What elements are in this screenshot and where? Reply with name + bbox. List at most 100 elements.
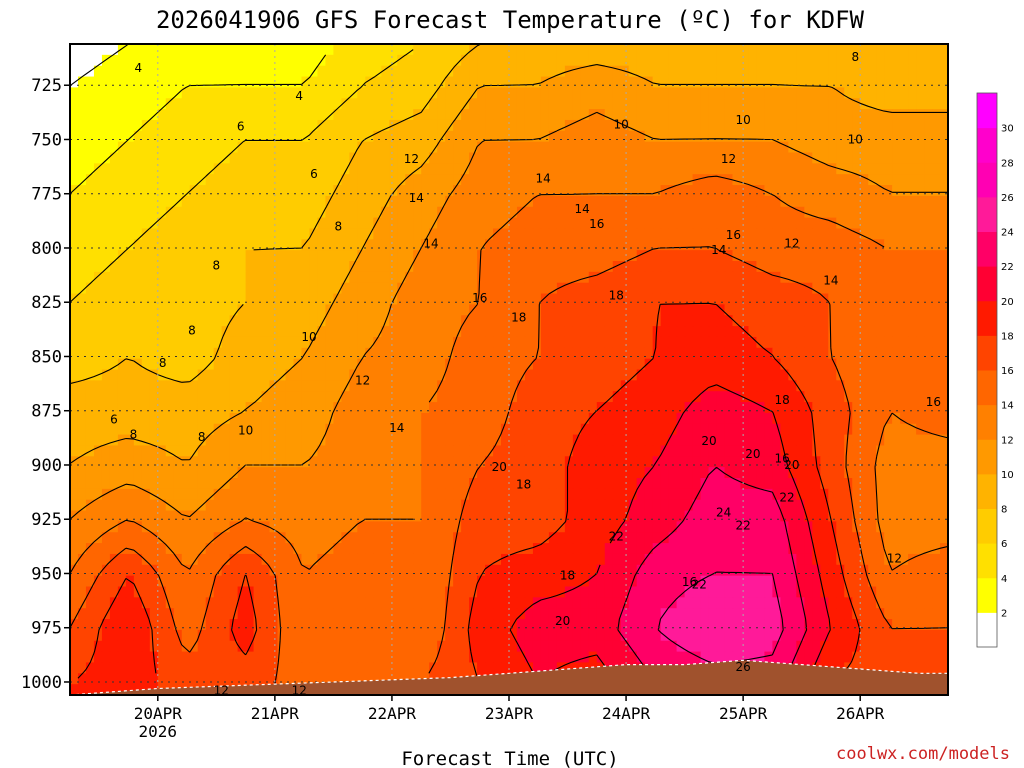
heatmap-cell [453,336,462,349]
heatmap-cell [341,119,350,132]
heatmap-cell [261,65,271,78]
heatmap-cell [876,195,885,208]
heatmap-cell [133,478,143,490]
heatmap-cell [285,358,295,371]
heatmap-cell [596,130,606,143]
heatmap-cell [317,109,327,121]
heatmap-cell [133,402,143,414]
heatmap-cell [940,467,948,479]
heatmap-cell [660,87,670,99]
heatmap-cell [852,499,861,512]
heatmap-cell [85,380,95,392]
heatmap-cell [516,380,526,392]
heatmap-cell [908,402,917,414]
heatmap-cell [70,402,79,414]
heatmap-cell [221,347,231,360]
heatmap-cell [668,402,678,414]
heatmap-cell [93,380,103,392]
heatmap-cell [668,412,678,425]
heatmap-cell [756,87,766,99]
heatmap-cell [429,76,438,88]
heatmap-cell [644,380,654,392]
heatmap-cell [117,347,127,360]
heatmap-cell [365,304,374,316]
heatmap-cell [341,261,350,273]
heatmap-cell [812,402,821,414]
heatmap-cell [493,44,502,56]
heatmap-cell [341,282,350,295]
heatmap-cell [596,195,606,208]
heatmap-cell [684,98,694,110]
heatmap-cell [269,98,279,110]
heatmap-cell [501,54,510,67]
heatmap-cell [580,358,590,371]
heatmap-cell [692,109,702,121]
heatmap-cell [836,76,845,88]
heatmap-cell [333,76,342,88]
heatmap-cell [117,467,127,479]
heatmap-cell [804,358,813,371]
heatmap-cell [548,163,558,175]
heatmap-cell [349,141,358,154]
heatmap-cell [716,315,726,327]
heatmap-cell [445,488,454,501]
heatmap-cell [796,152,805,164]
heatmap-cell [772,445,781,457]
heatmap-cell [620,423,630,436]
heatmap-cell [485,109,494,121]
heatmap-cell [349,109,358,121]
heatmap-cell [117,304,127,316]
heatmap-cell [493,315,502,327]
heatmap-cell [636,315,646,327]
heatmap-cell [293,87,303,99]
heatmap-cell [509,304,518,316]
heatmap-cell [836,467,845,479]
heatmap-cell [628,510,638,522]
heatmap-cell [652,163,662,175]
heatmap-cell [181,293,191,305]
heatmap-cell [676,239,686,251]
heatmap-cell [692,119,702,132]
heatmap-cell [908,87,917,99]
heatmap-cell [932,65,941,78]
heatmap-cell [548,445,558,457]
heatmap-cell [397,250,406,262]
heatmap-cell [365,315,374,327]
heatmap-cell [892,380,901,392]
heatmap-cell [453,380,462,392]
heatmap-cell [477,76,486,88]
heatmap-cell [900,336,909,349]
heatmap-cell [213,163,223,175]
heatmap-cell [684,76,694,88]
heatmap-cell [237,163,247,175]
heatmap-cell [493,369,502,381]
heatmap-cell [101,206,111,219]
heatmap-cell [477,423,486,436]
heatmap-cell [820,336,829,349]
heatmap-cell [189,261,199,273]
heatmap-cell [357,217,366,230]
heatmap-cell [732,152,742,164]
heatmap-cell [477,380,486,392]
heatmap-cell [277,326,287,338]
heatmap-cell [692,499,702,512]
heatmap-cell [620,488,630,501]
heatmap-cell [820,65,829,78]
heatmap-cell [509,239,518,251]
heatmap-cell [277,261,287,273]
heatmap-cell [253,44,263,56]
heatmap-cell [101,380,111,392]
heatmap-cell [532,478,542,490]
heatmap-cell [580,326,590,338]
heatmap-cell [437,163,446,175]
heatmap-cell [301,239,311,251]
heatmap-cell [732,499,742,512]
heatmap-cell [301,65,311,78]
heatmap-cell [804,65,813,78]
heatmap-cell [692,250,702,262]
heatmap-cell [820,54,829,67]
heatmap-cell [429,282,438,295]
heatmap-cell [852,109,861,121]
heatmap-cell [708,445,718,457]
heatmap-cell [477,347,486,360]
